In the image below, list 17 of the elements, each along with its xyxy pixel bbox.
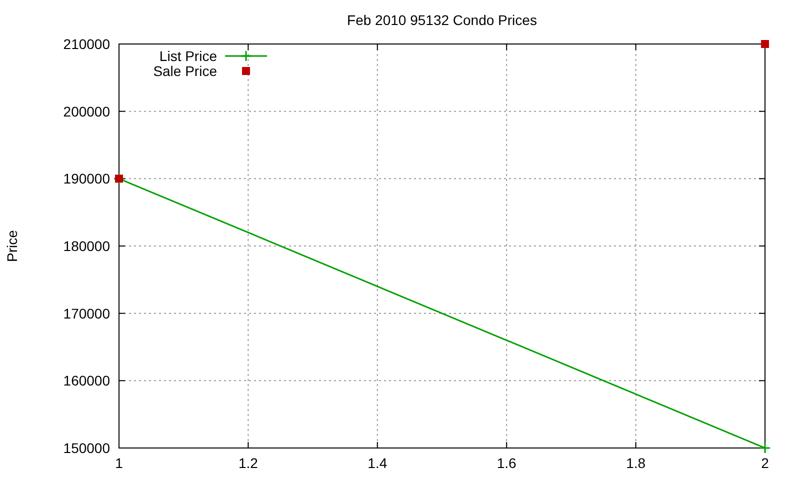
x-tick-label: 1.4 <box>368 455 388 471</box>
x-tick-label: 1.6 <box>496 455 517 471</box>
legend-label: Sale Price <box>153 63 218 79</box>
y-tick-label: 170000 <box>63 305 110 322</box>
y-tick-label: 150000 <box>63 440 110 456</box>
y-tick-label: 190000 <box>63 170 110 187</box>
x-tick-label: 1.8 <box>626 455 646 471</box>
y-tick-label: 200000 <box>63 103 110 120</box>
x-tick-label: 2 <box>761 455 770 471</box>
x-tick-label: 1.2 <box>238 455 258 471</box>
x-tick-label: 1 <box>115 455 124 471</box>
y-tick-label: 160000 <box>63 372 110 389</box>
y-tick-label: 180000 <box>63 238 110 254</box>
y-tick-label: 210000 <box>63 36 110 52</box>
legend-label: List Price <box>159 48 218 64</box>
chart-title: Feb 2010 95132 Condo Prices <box>347 12 537 28</box>
y-axis-title: Price <box>4 230 20 262</box>
